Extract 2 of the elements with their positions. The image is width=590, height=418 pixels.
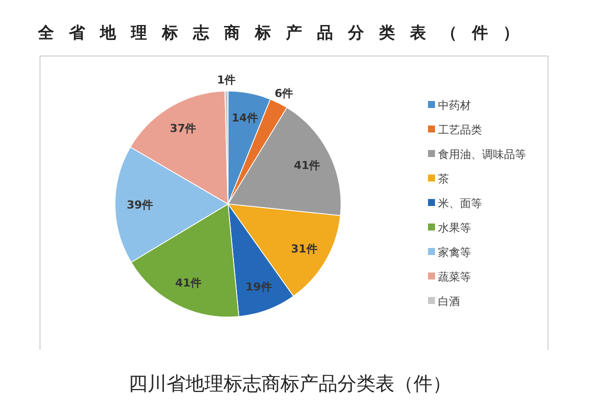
- caption: 四川省地理标志商标产品分类表（件）: [128, 373, 452, 395]
- title: 全省地理标志商标产品分类表（件）: [38, 23, 534, 42]
